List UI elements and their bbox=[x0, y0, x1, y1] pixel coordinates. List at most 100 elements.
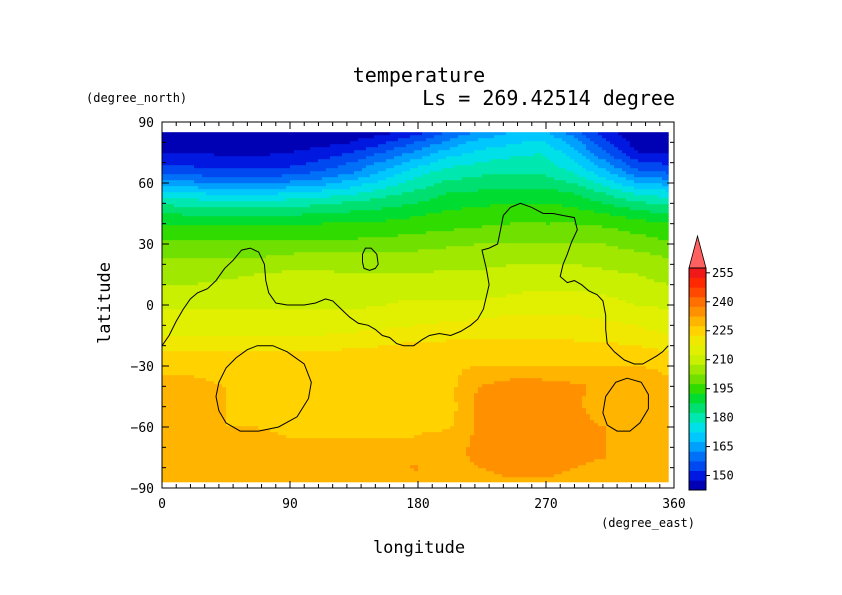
field-cell bbox=[234, 171, 239, 175]
field-cell bbox=[642, 162, 647, 166]
field-cell bbox=[386, 159, 391, 163]
field-cell bbox=[290, 168, 295, 172]
field-cell bbox=[626, 234, 631, 238]
field-cell bbox=[458, 153, 463, 157]
field-cell bbox=[174, 171, 179, 175]
field-cell bbox=[438, 228, 443, 232]
field-cell bbox=[430, 162, 435, 166]
field-cell bbox=[362, 147, 367, 151]
field-cell bbox=[490, 225, 495, 229]
field-cell bbox=[362, 177, 367, 181]
field-cell bbox=[654, 183, 659, 187]
field-cell bbox=[550, 174, 555, 178]
field-cell bbox=[530, 234, 535, 238]
field-cell bbox=[486, 219, 491, 223]
field-cell bbox=[646, 207, 651, 211]
field-cell bbox=[470, 195, 475, 199]
field-cell bbox=[606, 153, 611, 157]
field-cell bbox=[630, 243, 635, 247]
field-cell bbox=[578, 180, 583, 184]
field-cell bbox=[486, 144, 491, 148]
field-cell bbox=[254, 243, 259, 247]
field-cell bbox=[378, 192, 383, 196]
field-cell bbox=[398, 222, 403, 226]
field-cell bbox=[194, 207, 199, 211]
field-cell bbox=[490, 213, 495, 217]
field-cell bbox=[334, 219, 339, 223]
field-cell bbox=[286, 225, 291, 229]
field-cell bbox=[414, 156, 419, 160]
field-cell bbox=[242, 204, 247, 208]
field-cell bbox=[534, 207, 539, 211]
field-cell bbox=[170, 246, 175, 250]
field-cell bbox=[574, 141, 579, 145]
field-cell bbox=[354, 144, 359, 148]
field-cell bbox=[290, 228, 295, 232]
field-cell bbox=[426, 186, 431, 190]
field-cell bbox=[166, 132, 171, 136]
field-cell bbox=[494, 180, 499, 184]
field-cell bbox=[618, 246, 623, 250]
x-unit-label: (degree_east) bbox=[601, 516, 695, 530]
field-cell bbox=[378, 138, 383, 142]
field-cell bbox=[550, 195, 555, 199]
field-cell bbox=[430, 135, 435, 139]
field-cell bbox=[190, 183, 195, 187]
field-cell bbox=[642, 237, 647, 241]
field-cell bbox=[190, 135, 195, 139]
field-cell bbox=[186, 156, 191, 160]
field-cell bbox=[406, 153, 411, 157]
field-cell bbox=[318, 222, 323, 226]
field-cell bbox=[222, 162, 227, 166]
field-cell bbox=[426, 168, 431, 172]
field-cell bbox=[298, 234, 303, 238]
field-cell bbox=[570, 132, 575, 136]
field-cell bbox=[422, 222, 427, 226]
field-cell bbox=[590, 222, 595, 226]
field-cell bbox=[574, 228, 579, 232]
field-cell bbox=[242, 150, 247, 154]
field-cell bbox=[246, 153, 251, 157]
field-cell bbox=[554, 141, 559, 145]
field-cell bbox=[478, 147, 483, 151]
field-cell bbox=[530, 240, 535, 244]
field-cell bbox=[602, 246, 607, 250]
field-cell bbox=[598, 156, 603, 160]
field-cell bbox=[498, 201, 503, 205]
field-cell bbox=[362, 180, 367, 184]
field-cell bbox=[178, 246, 183, 250]
field-cell bbox=[370, 207, 375, 211]
field-cell bbox=[282, 228, 287, 232]
field-cell bbox=[662, 132, 667, 136]
field-cell bbox=[506, 189, 511, 193]
field-cell bbox=[506, 246, 511, 250]
field-cell bbox=[214, 237, 219, 241]
field-cell bbox=[414, 225, 419, 229]
field-cell bbox=[462, 195, 467, 199]
field-cell bbox=[222, 144, 227, 148]
field-cell bbox=[638, 141, 643, 145]
field-cell bbox=[294, 153, 299, 157]
field-cell bbox=[290, 195, 295, 199]
field-cell bbox=[290, 207, 295, 211]
field-cell bbox=[226, 237, 231, 241]
field-cell bbox=[246, 138, 251, 142]
field-cell bbox=[586, 231, 591, 235]
field-cell bbox=[422, 237, 427, 241]
field-cell bbox=[566, 219, 571, 223]
field-cell bbox=[182, 150, 187, 154]
field-cell bbox=[390, 144, 395, 148]
field-cell bbox=[338, 219, 343, 223]
field-cell bbox=[662, 168, 667, 172]
field-cell bbox=[602, 243, 607, 247]
field-cell bbox=[222, 225, 227, 229]
field-cell bbox=[394, 210, 399, 214]
field-cell bbox=[390, 132, 395, 136]
field-cell bbox=[382, 195, 387, 199]
field-cell bbox=[346, 177, 351, 181]
field-cell bbox=[350, 138, 355, 142]
field-cell bbox=[566, 171, 571, 175]
field-cell bbox=[650, 210, 655, 214]
field-cell bbox=[302, 240, 307, 244]
field-cell bbox=[346, 225, 351, 229]
